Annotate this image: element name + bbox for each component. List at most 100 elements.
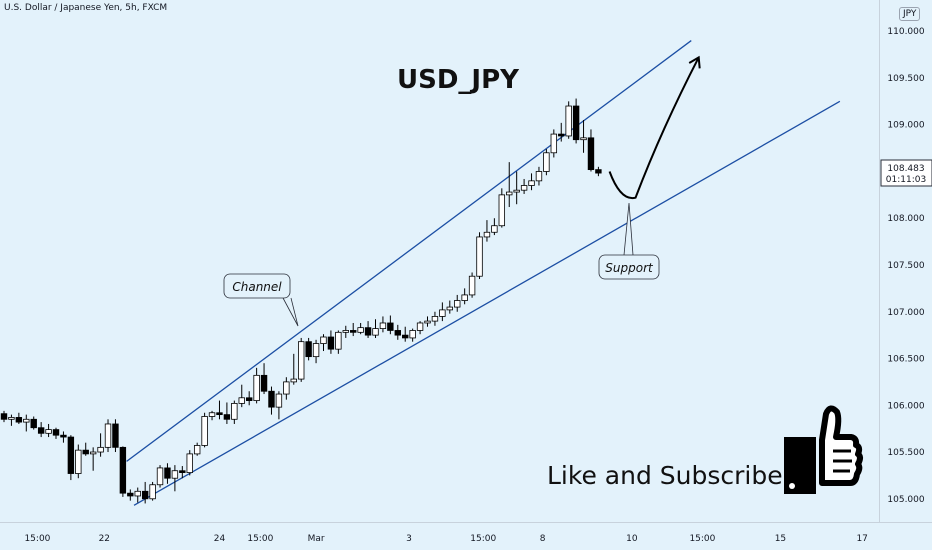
price-tick-label: 110.000 — [887, 27, 924, 37]
candle-down — [572, 105, 580, 141]
candle-up — [513, 189, 520, 193]
price-tick-label: 108.000 — [887, 214, 924, 224]
candle-up — [342, 330, 349, 333]
candle-up — [379, 322, 387, 329]
candle-up — [528, 180, 535, 186]
trendline-channel[interactable] — [126, 40, 692, 462]
candle-down — [30, 418, 37, 429]
channel-lines[interactable] — [126, 40, 841, 506]
subscribe-text: Like and Subscribe — [547, 461, 783, 490]
candle-down — [364, 327, 372, 336]
candle-up — [290, 378, 297, 383]
support-callout-label: Support — [605, 261, 654, 275]
candle-up — [171, 470, 179, 479]
price-tick-label: 109.000 — [887, 121, 924, 131]
current-price-tag[interactable]: 108.483 01:11:03 — [880, 159, 932, 187]
candle-up — [253, 374, 260, 401]
channel-callout[interactable]: Channel — [223, 273, 299, 327]
candle-up — [208, 412, 216, 417]
candle-up — [506, 191, 513, 196]
time-tick-label: 15 — [775, 534, 786, 544]
time-tick-label: 10 — [626, 534, 638, 544]
candle-down — [245, 397, 253, 401]
candle-up — [97, 446, 104, 453]
time-tick-label: 15:00 — [24, 534, 50, 544]
candle-up — [543, 152, 550, 172]
instrument-label: U.S. Dollar / Japanese Yen, 5h, FXCM — [4, 3, 168, 13]
candle-up — [409, 330, 416, 339]
candle-up — [89, 451, 97, 455]
candle-up — [424, 320, 431, 324]
candle-down — [394, 330, 401, 336]
time-axis[interactable]: 15:00 22 24 15:00 Mar 3 15:00 8 10 15:00 15 17 — [24, 534, 867, 544]
candle-down — [216, 412, 223, 416]
candle-down — [350, 330, 357, 333]
price-axis[interactable]: 110.000109.500109.000108.500108.000107.5… — [887, 27, 924, 505]
candle-up — [446, 306, 453, 311]
candle-down — [587, 137, 595, 171]
candle-up — [104, 423, 112, 448]
candle-down — [223, 414, 231, 420]
candle-up — [520, 185, 528, 191]
candle-up — [416, 322, 424, 331]
candle-up — [565, 105, 572, 137]
candle-down — [260, 374, 268, 392]
time-tick-label: 15:00 — [247, 534, 273, 544]
candle-up — [201, 416, 208, 446]
projection-arrowhead — [688, 55, 701, 69]
candle-down — [119, 446, 127, 494]
chart-title: USD_JPY — [397, 65, 520, 95]
candle-up — [238, 397, 245, 404]
candle-down — [0, 413, 8, 420]
projection-path[interactable] — [608, 55, 701, 200]
candle-up — [580, 137, 587, 141]
channel-callout-pointer — [282, 297, 299, 327]
channel-callout-label: Channel — [232, 280, 282, 294]
time-tick-label: 3 — [406, 534, 412, 544]
time-tick-label: 22 — [99, 534, 110, 544]
candle-up — [454, 300, 461, 308]
candle-up — [491, 225, 498, 233]
candle-up — [439, 309, 446, 317]
time-tick-label: 15:00 — [470, 534, 496, 544]
current-price-value: 108.483 — [887, 164, 924, 174]
price-tick-label: 105.500 — [887, 448, 924, 458]
candle-down — [37, 427, 45, 434]
candle-down — [305, 341, 312, 358]
currency-badge[interactable]: JPY — [899, 7, 921, 21]
candle-up — [372, 328, 379, 336]
candle-down — [60, 434, 67, 438]
candle-down — [179, 470, 186, 473]
candle-down — [141, 490, 149, 500]
candle-up — [483, 231, 491, 238]
candle-up — [134, 490, 141, 497]
candle-down — [327, 336, 335, 350]
candle-up — [8, 417, 15, 420]
candle-down — [595, 169, 602, 174]
support-callout[interactable]: Support — [598, 202, 660, 280]
current-price-box — [880, 159, 932, 187]
candle-down — [268, 390, 275, 408]
candle-up — [45, 429, 52, 434]
candle-down — [164, 467, 171, 479]
price-tick-label: 106.500 — [887, 355, 924, 365]
candle-up — [283, 381, 290, 395]
candle-series — [0, 98, 602, 504]
price-tick-label: 109.500 — [887, 74, 924, 84]
candle-up — [550, 133, 558, 154]
candle-down — [67, 436, 75, 474]
candle-up — [231, 402, 238, 420]
trendline-support[interactable] — [133, 100, 841, 506]
candle-up — [476, 236, 483, 277]
projection-curve[interactable] — [608, 56, 700, 200]
candle-down — [127, 492, 134, 497]
candle-up — [468, 275, 476, 296]
thumbs-up-icon — [784, 405, 863, 494]
candle-up — [75, 449, 82, 474]
candle-up — [156, 467, 164, 486]
price-tick-label: 106.000 — [887, 401, 924, 411]
price-tick-label: 107.000 — [887, 308, 924, 318]
support-callout-pointer — [623, 202, 634, 256]
time-tick-label: 17 — [856, 534, 867, 544]
